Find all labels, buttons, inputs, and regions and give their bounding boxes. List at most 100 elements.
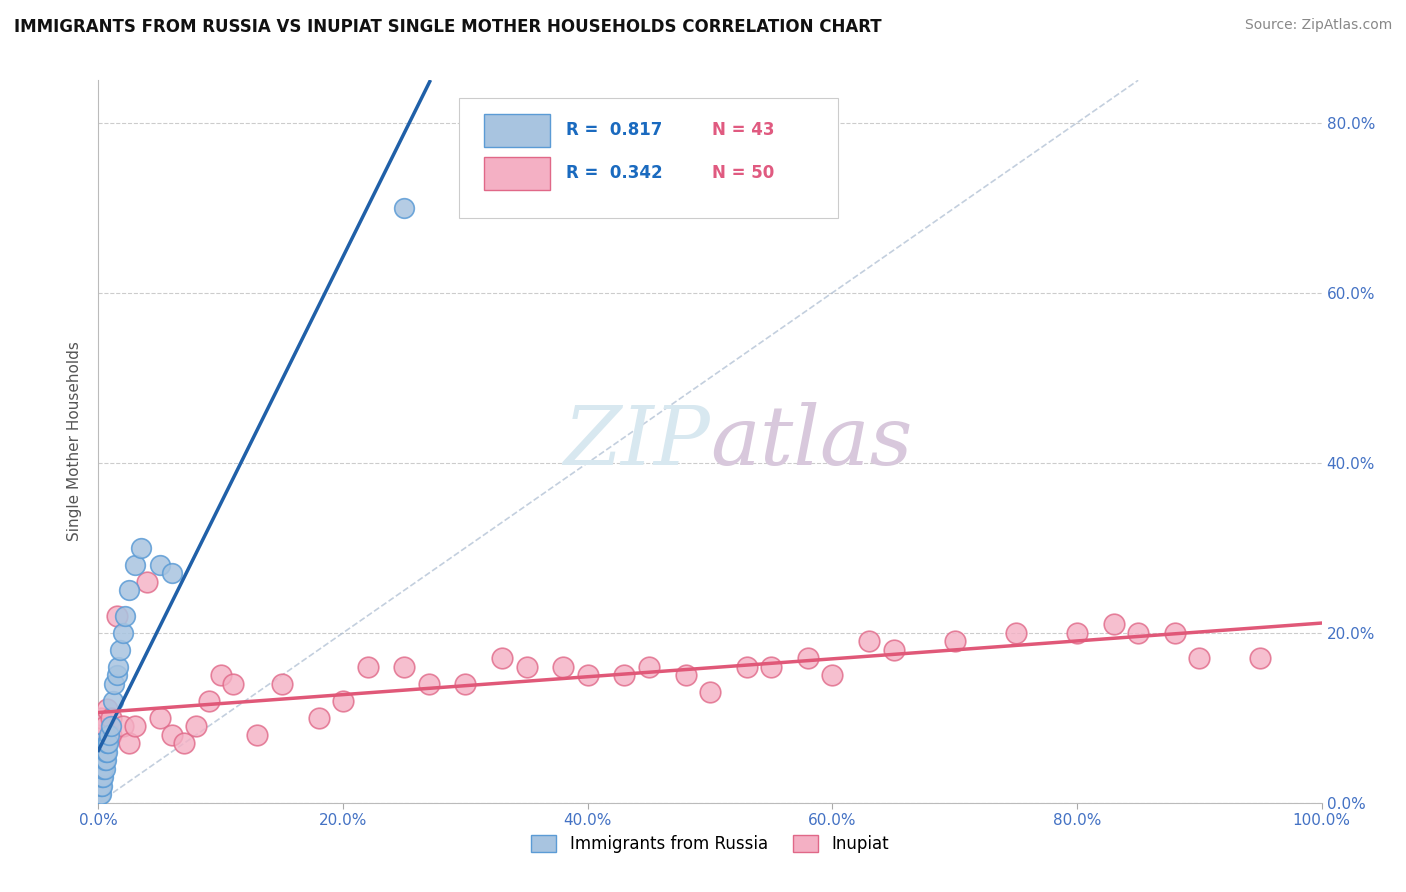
- Point: [100, 719, 122, 733]
- Point: [90, 736, 112, 750]
- Point: [160, 566, 183, 581]
- Point: [90, 779, 112, 793]
- Point: [883, 642, 905, 657]
- Point: [97, 736, 120, 750]
- Point: [94, 745, 117, 759]
- Point: [160, 728, 183, 742]
- Point: [89, 753, 111, 767]
- Point: [90, 762, 112, 776]
- Point: [96, 702, 118, 716]
- Point: [308, 711, 330, 725]
- Point: [91, 762, 114, 776]
- Y-axis label: Single Mother Households: Single Mother Households: [67, 342, 83, 541]
- Point: [91, 745, 114, 759]
- Point: [1066, 625, 1088, 640]
- Text: IMMIGRANTS FROM RUSSIA VS INUPIAT SINGLE MOTHER HOUSEHOLDS CORRELATION CHART: IMMIGRANTS FROM RUSSIA VS INUPIAT SINGLE…: [14, 18, 882, 36]
- Legend: Immigrants from Russia, Inupiat: Immigrants from Russia, Inupiat: [524, 828, 896, 860]
- Point: [222, 677, 245, 691]
- Point: [91, 770, 114, 784]
- Point: [392, 201, 416, 215]
- Point: [821, 668, 844, 682]
- Point: [107, 660, 129, 674]
- Text: atlas: atlas: [710, 401, 912, 482]
- Point: [94, 736, 117, 750]
- Point: [418, 677, 440, 691]
- Point: [356, 660, 378, 674]
- Point: [1164, 625, 1187, 640]
- Point: [858, 634, 880, 648]
- Text: N = 50: N = 50: [713, 164, 775, 183]
- Point: [124, 719, 146, 733]
- Point: [100, 728, 122, 742]
- Point: [797, 651, 820, 665]
- Point: [89, 787, 111, 801]
- Point: [90, 711, 112, 725]
- Point: [91, 770, 114, 784]
- Point: [103, 677, 125, 691]
- Point: [93, 745, 115, 759]
- Point: [149, 711, 172, 725]
- Point: [90, 787, 112, 801]
- Point: [943, 634, 966, 648]
- Point: [1249, 651, 1271, 665]
- Point: [93, 719, 115, 733]
- Point: [91, 762, 114, 776]
- Point: [1188, 651, 1211, 665]
- Point: [110, 642, 132, 657]
- Point: [96, 736, 118, 750]
- Point: [101, 694, 124, 708]
- Text: R =  0.342: R = 0.342: [565, 164, 662, 183]
- Point: [89, 728, 111, 742]
- Point: [89, 762, 111, 776]
- Point: [90, 745, 112, 759]
- Point: [149, 558, 172, 572]
- FancyBboxPatch shape: [484, 157, 550, 190]
- Point: [98, 728, 121, 742]
- Point: [173, 736, 195, 750]
- Point: [91, 745, 114, 759]
- Point: [91, 753, 114, 767]
- FancyBboxPatch shape: [460, 98, 838, 218]
- Point: [93, 753, 115, 767]
- Point: [118, 736, 141, 750]
- Point: [100, 711, 122, 725]
- Point: [675, 668, 697, 682]
- Point: [246, 728, 269, 742]
- Point: [332, 694, 354, 708]
- Point: [93, 762, 115, 776]
- Text: N = 43: N = 43: [713, 121, 775, 139]
- Point: [553, 660, 575, 674]
- Point: [118, 583, 141, 598]
- Point: [491, 651, 513, 665]
- Text: Source: ZipAtlas.com: Source: ZipAtlas.com: [1244, 18, 1392, 32]
- Point: [637, 660, 661, 674]
- Point: [454, 677, 477, 691]
- Point: [111, 625, 134, 640]
- Point: [576, 668, 599, 682]
- Point: [699, 685, 721, 699]
- Text: ZIP: ZIP: [564, 401, 710, 482]
- Point: [392, 660, 416, 674]
- Point: [761, 660, 783, 674]
- Point: [186, 719, 208, 733]
- Point: [89, 745, 111, 759]
- Point: [105, 668, 128, 682]
- Point: [114, 608, 136, 623]
- Point: [197, 694, 219, 708]
- Point: [111, 719, 134, 733]
- Point: [209, 668, 232, 682]
- Point: [91, 779, 114, 793]
- Text: R =  0.817: R = 0.817: [565, 121, 662, 139]
- Point: [1102, 617, 1125, 632]
- Point: [1128, 625, 1150, 640]
- Point: [91, 753, 114, 767]
- Point: [124, 558, 146, 572]
- Point: [94, 753, 117, 767]
- Point: [89, 770, 111, 784]
- Point: [515, 660, 537, 674]
- Point: [105, 608, 128, 623]
- FancyBboxPatch shape: [484, 113, 550, 147]
- Point: [89, 779, 111, 793]
- Point: [90, 770, 112, 784]
- Point: [90, 753, 112, 767]
